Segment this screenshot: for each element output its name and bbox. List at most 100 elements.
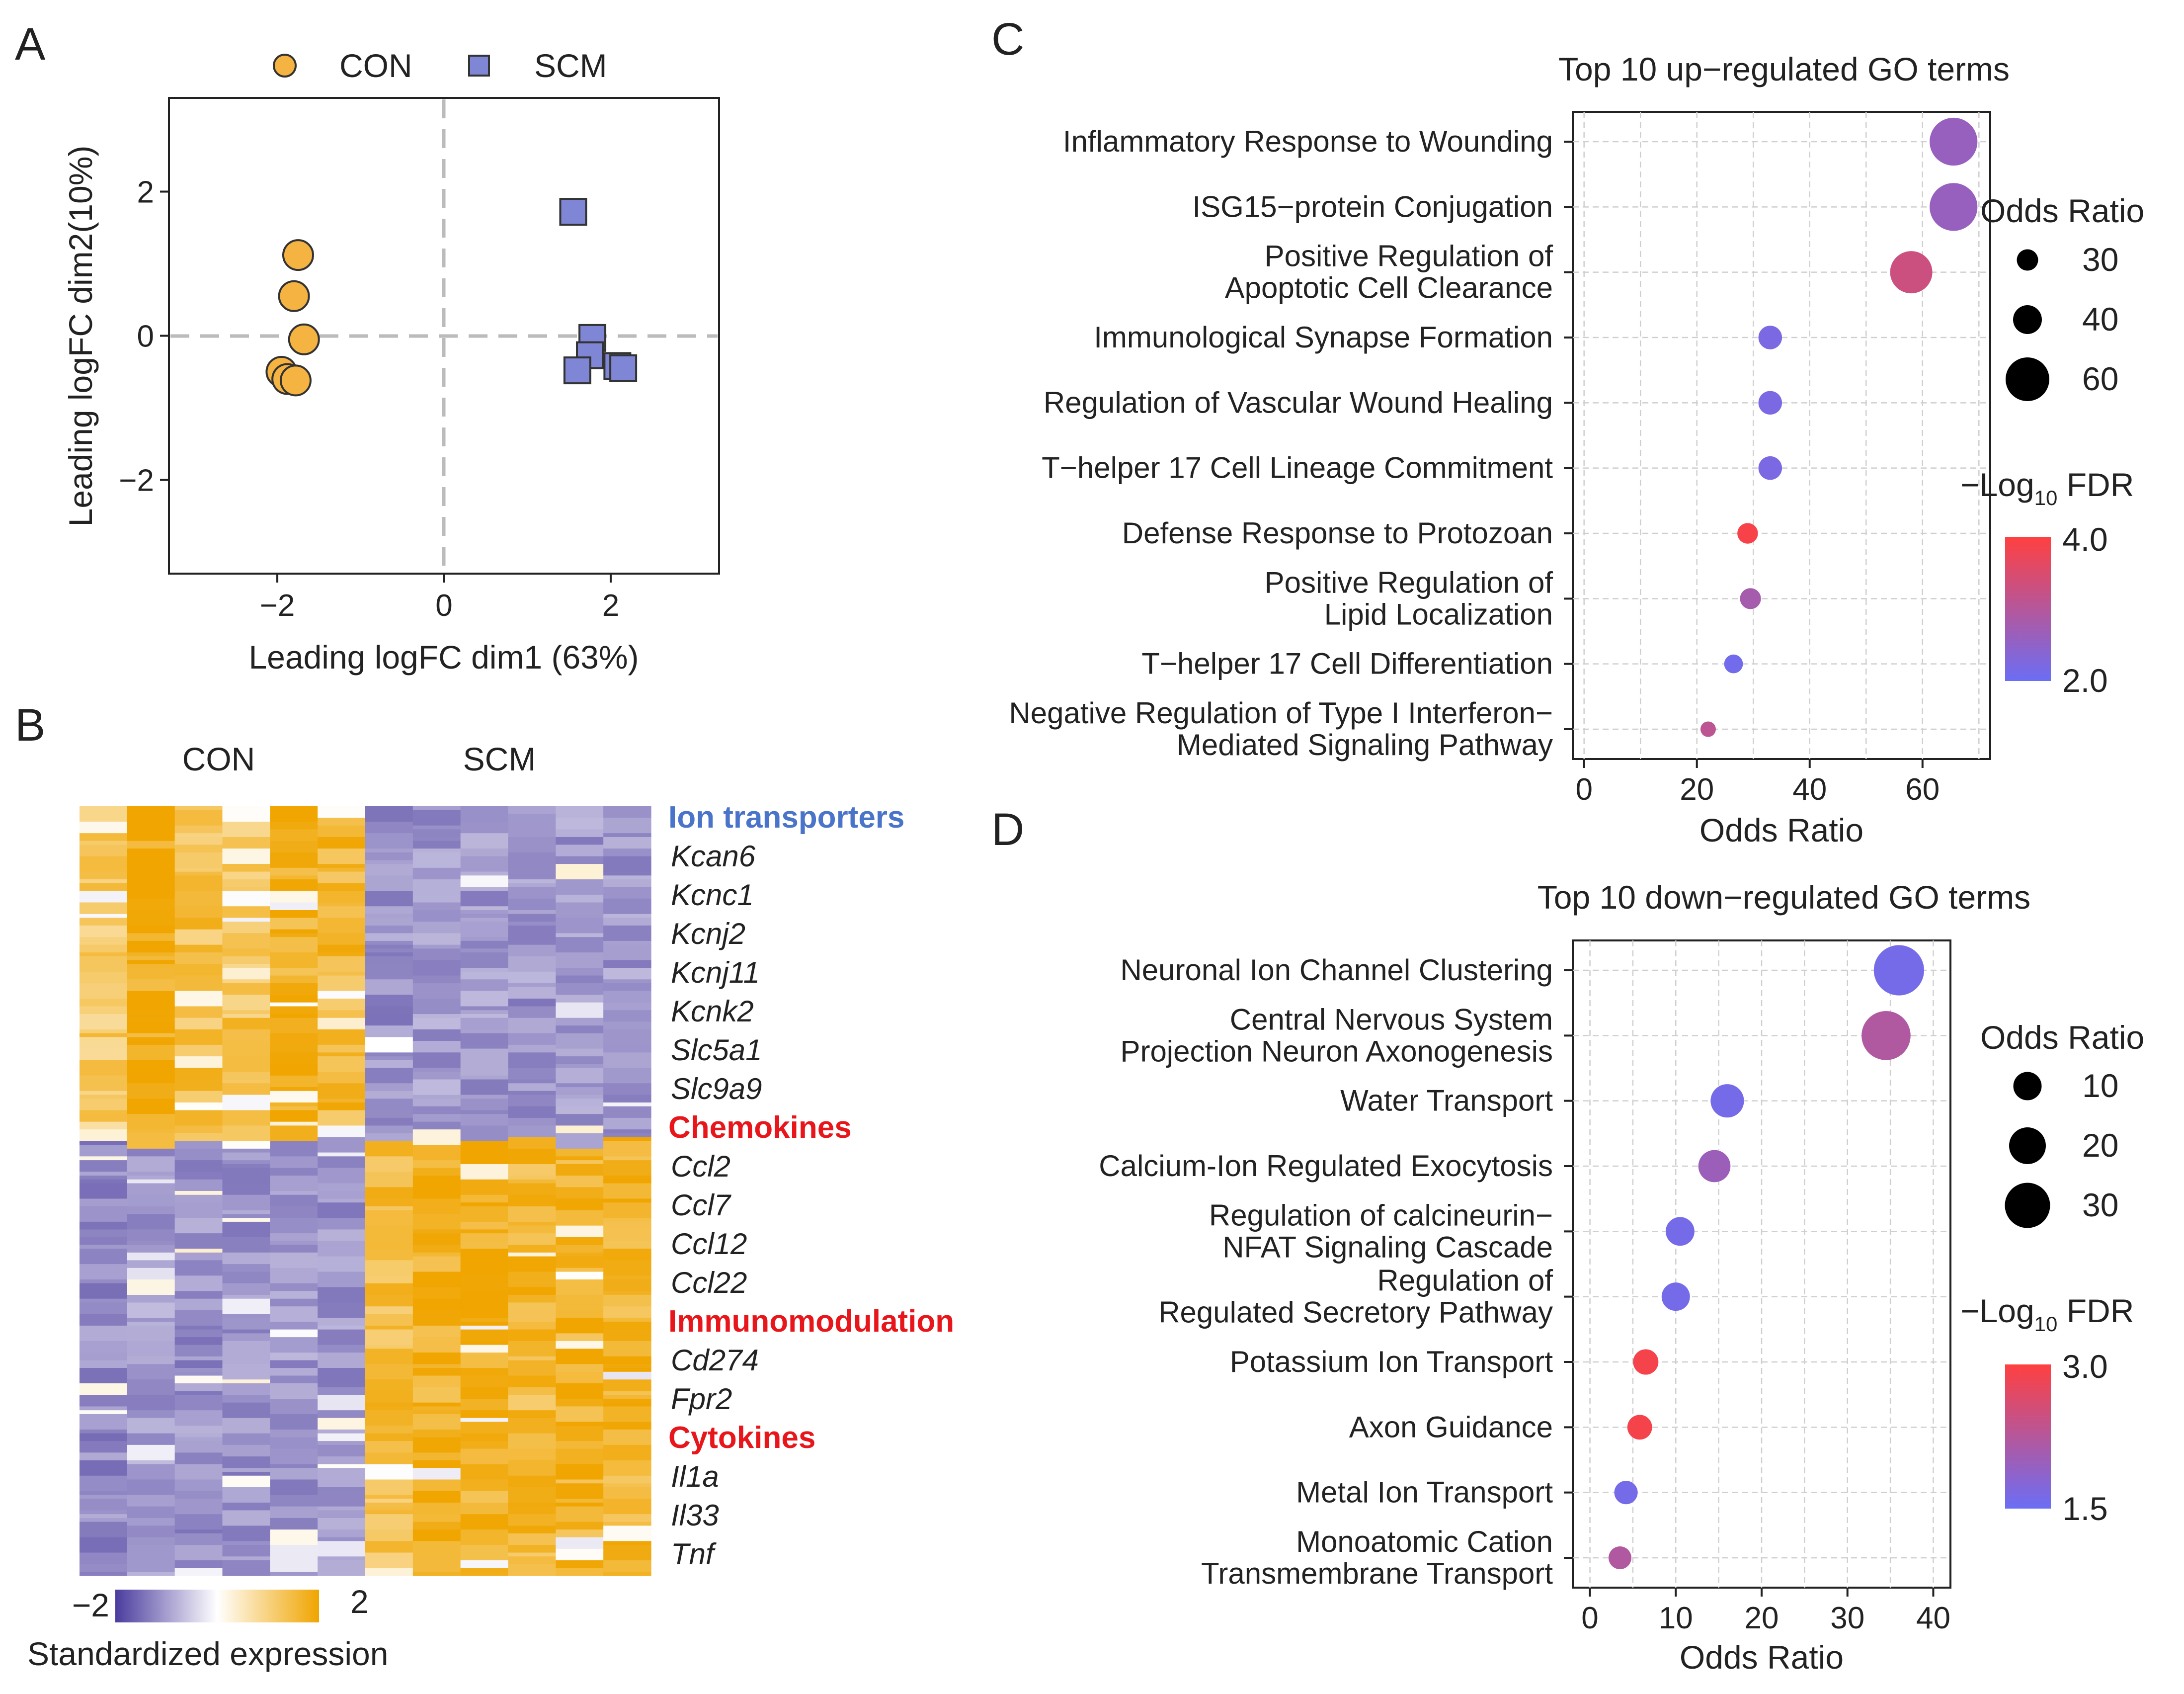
heatmap-cell	[174, 1426, 223, 1434]
heatmap-cell	[603, 1021, 651, 1030]
heatmap-cell	[460, 1079, 509, 1096]
x-tick-label: 10	[1659, 1601, 1693, 1635]
heatmap-cell	[460, 979, 509, 992]
heatmap-cell	[556, 1426, 604, 1441]
heatmap-cell	[603, 1379, 651, 1392]
heatmap-cell	[270, 1322, 318, 1330]
heatmap-cell	[460, 948, 509, 953]
heatmap-cell	[174, 1325, 223, 1330]
plot-c-color-min: 2.0	[2062, 662, 2108, 699]
heatmap-cell	[365, 1568, 413, 1576]
heatmap-cell	[603, 1318, 651, 1322]
heatmap-cell	[508, 879, 556, 884]
heatmap-cell	[365, 1206, 413, 1211]
heatmap-cell	[508, 814, 556, 822]
panel-label-a: A	[15, 19, 46, 70]
heatmap-cell	[270, 1448, 318, 1465]
heatmap-cell	[508, 864, 556, 880]
term-label: Calcium-Ion Regulated Exocytosis	[1099, 1149, 1553, 1183]
heatmap-cell	[603, 1218, 651, 1222]
go-point	[1740, 588, 1761, 609]
heatmap-cell	[412, 1464, 461, 1468]
heatmap-cell	[270, 1437, 318, 1449]
plot-a-points	[265, 198, 638, 397]
heatmap-cell	[603, 833, 651, 838]
heatmap-cell	[365, 1117, 413, 1126]
heatmap-cell	[460, 1306, 509, 1319]
heatmap-cell	[127, 1545, 175, 1561]
heatmap-cell	[365, 940, 413, 945]
heatmap-cell	[222, 1110, 270, 1126]
heatmap-cell	[127, 940, 175, 945]
heatmap	[80, 806, 651, 1576]
heatmap-cell	[127, 1572, 175, 1576]
heatmap-cell	[270, 1176, 318, 1191]
heatmap-cell	[80, 1537, 128, 1553]
go-point	[1627, 1415, 1652, 1440]
x-tick-label: 20	[1680, 772, 1714, 807]
heatmap-cell	[127, 1318, 175, 1322]
heatmap-cell	[603, 1545, 651, 1561]
plot-d-term-labels: Neuronal Ion Channel Clustering Central N…	[1099, 953, 1553, 1590]
term-label: Central Nervous System	[1230, 1003, 1553, 1036]
heatmap-cell	[365, 925, 413, 934]
heatmap-cell	[412, 1145, 461, 1161]
heatmap-cell	[80, 1014, 128, 1030]
heatmap-cell	[460, 1322, 509, 1326]
heatmap-cell	[508, 1017, 556, 1034]
heatmap-cell	[174, 1006, 223, 1018]
heatmap-cell	[412, 1121, 461, 1130]
heatmap-cell	[222, 1298, 270, 1315]
heatmap-cell	[318, 1010, 366, 1018]
heatmap-cell	[318, 1256, 366, 1272]
heatmap-cell	[508, 1006, 556, 1018]
heatmap-cell	[127, 1395, 175, 1411]
term-label: Projection Neuron Axonogenesis	[1120, 1034, 1553, 1068]
heatmap-cell	[270, 1479, 318, 1496]
heatmap-cell	[603, 925, 651, 941]
heatmap-cell	[412, 806, 461, 811]
heatmap-cell	[127, 991, 175, 1003]
heatmap-cell	[365, 979, 413, 995]
heatmap-cell	[603, 1052, 651, 1068]
heatmap-cell	[270, 1002, 318, 1007]
heatmap-cell	[460, 1418, 509, 1422]
plot-d-color-legend-log: −Log	[1960, 1292, 2034, 1329]
heatmap-cell	[222, 1472, 270, 1476]
heatmap-cell	[270, 918, 318, 930]
term-label: Mediated Signaling Pathway	[1177, 728, 1553, 762]
heatmap-cell	[174, 1148, 223, 1161]
heatmap-cell	[222, 918, 270, 922]
heatmap-cell	[174, 1056, 223, 1068]
heatmap-cell	[222, 1525, 270, 1541]
heatmap-cell	[412, 867, 461, 880]
heatmap-cell	[460, 1514, 509, 1530]
heatmap-cell	[460, 1125, 509, 1141]
heatmap-cell	[318, 1083, 366, 1099]
heatmap-cell	[556, 1422, 604, 1426]
heatmap-group-scm: SCM	[463, 741, 536, 777]
heatmap-cell	[556, 1083, 604, 1088]
heatmap-gene-labels: Ion transporters Kcan6 Kcnc1 Kcnj2 Kcnj11 Kcn…	[668, 800, 954, 1571]
heatmap-cell	[270, 1233, 318, 1242]
heatmap-cell	[508, 1387, 556, 1395]
heatmap-cell	[365, 1025, 413, 1037]
heatmap-cell	[365, 1379, 413, 1392]
term-label: Water Transport	[1340, 1084, 1553, 1117]
heatmap-cell	[80, 1298, 128, 1303]
heatmap-cell	[460, 1502, 509, 1515]
heatmap-cell	[318, 1229, 366, 1242]
heatmap-cell	[412, 1414, 461, 1419]
term-label: Immunological Synapse Formation	[1094, 321, 1553, 354]
heatmap-cell	[508, 925, 556, 941]
heatmap-cell	[508, 1183, 556, 1195]
heatmap-cell	[508, 956, 556, 972]
heatmap-cell	[556, 1364, 604, 1372]
heatmap-cell	[270, 1360, 318, 1368]
heatmap-cell	[270, 1291, 318, 1299]
heatmap-cell	[603, 1183, 651, 1199]
heatmap-cell	[80, 1129, 128, 1141]
heatmap-cell	[460, 940, 509, 949]
term-label: Axon Guidance	[1349, 1410, 1553, 1443]
heatmap-cell	[127, 1037, 175, 1041]
